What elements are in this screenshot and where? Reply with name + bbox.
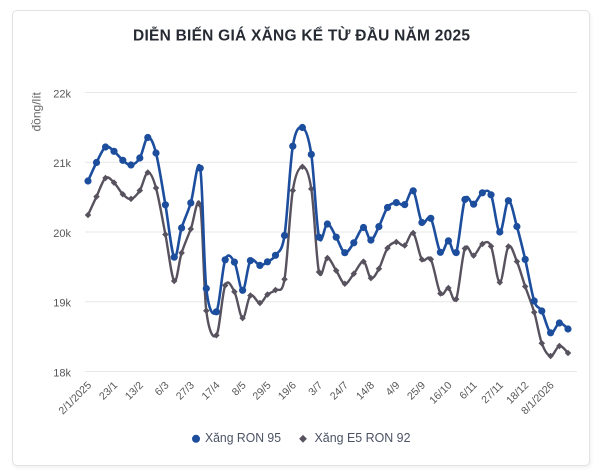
svg-text:20k: 20k: [53, 228, 71, 240]
svg-text:19k: 19k: [53, 298, 71, 310]
svg-text:2/1/2025: 2/1/2025: [56, 379, 94, 417]
svg-text:Xăng E5 RON 92: Xăng E5 RON 92: [315, 431, 411, 445]
svg-text:18k: 18k: [53, 367, 71, 379]
svg-text:6/3: 6/3: [153, 379, 172, 398]
svg-text:17/4: 17/4: [199, 379, 222, 402]
svg-text:27/3: 27/3: [174, 379, 197, 402]
svg-text:DIỄN BIẾN GIÁ XĂNG KỂ TỪ ĐẦU N: DIỄN BIẾN GIÁ XĂNG KỂ TỪ ĐẦU NĂM 2025: [133, 26, 470, 44]
svg-text:14/8: 14/8: [354, 379, 377, 402]
svg-text:19/6: 19/6: [276, 379, 299, 402]
svg-text:22k: 22k: [53, 88, 71, 100]
svg-text:27/11: 27/11: [479, 379, 506, 406]
svg-text:13/2: 13/2: [123, 379, 146, 402]
svg-text:8/5: 8/5: [230, 379, 249, 398]
svg-text:4/9: 4/9: [384, 379, 403, 398]
svg-text:đồng/lít: đồng/lít: [30, 91, 44, 131]
svg-text:29/5: 29/5: [251, 379, 274, 402]
svg-text:6/11: 6/11: [457, 379, 480, 402]
svg-text:24/7: 24/7: [328, 379, 351, 402]
svg-text:16/10: 16/10: [427, 379, 454, 406]
svg-text:21k: 21k: [53, 158, 71, 170]
svg-text:3/7: 3/7: [306, 379, 325, 398]
svg-text:Xăng RON 95: Xăng RON 95: [205, 431, 281, 445]
svg-text:23/1: 23/1: [97, 379, 120, 402]
svg-text:25/9: 25/9: [405, 379, 428, 402]
